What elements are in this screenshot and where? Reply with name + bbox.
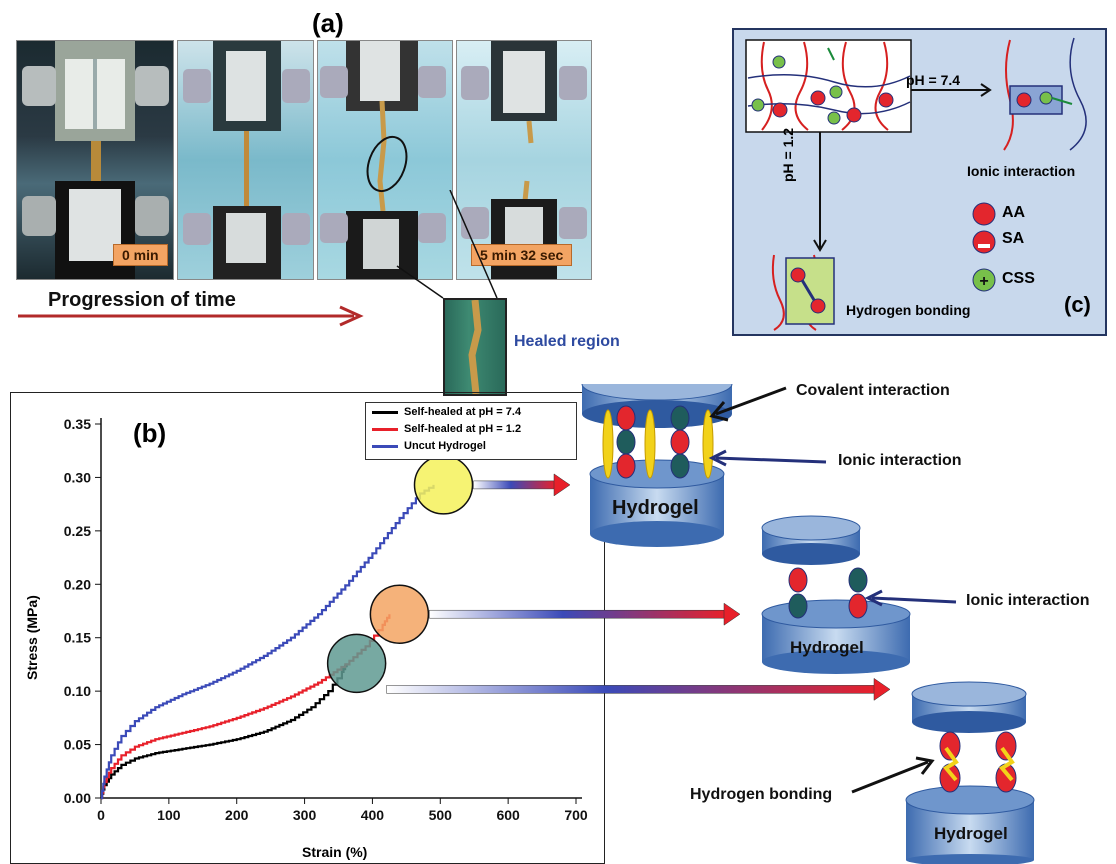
- tensile-grip-image: [183, 41, 310, 279]
- x-tick-label: 500: [429, 807, 453, 823]
- panel-c-label: (c): [1064, 292, 1091, 317]
- hydrogen-bonding-label-c: Hydrogen bonding: [846, 302, 971, 318]
- y-tick-label: 0.35: [64, 416, 91, 432]
- x-axis-label: Strain (%): [302, 844, 368, 860]
- y-tick-label: 0.25: [64, 523, 91, 539]
- x-tick-label: 100: [157, 807, 181, 823]
- photo-frame-3: [317, 40, 453, 280]
- x-tick-label: 300: [293, 807, 317, 823]
- end-time-badge: 5 min 32 sec: [471, 244, 573, 266]
- ph-7-4-label: pH = 7.4: [906, 72, 961, 88]
- endpoint-highlight-0: [326, 633, 387, 694]
- legend-swatch-black: [372, 410, 398, 414]
- legend-sa-label: SA: [1002, 230, 1025, 247]
- ph-1-2-label: pH = 1.2: [780, 127, 796, 182]
- healed-region-circle: [366, 135, 408, 193]
- ph-interaction-diagram: +: [745, 37, 1087, 331]
- chart-legend: Self-healed at pH = 7.4 Self-healed at p…: [365, 402, 577, 460]
- panel-c-box: + pH = 7.4 pH = 1.2 Ionic interaction AA…: [732, 28, 1107, 336]
- covalent-linkers: [602, 409, 714, 479]
- hydrogel-label-bottom: Hydrogel: [934, 824, 1008, 843]
- x-tick-label: 200: [225, 807, 249, 823]
- x-tick-label: 700: [564, 807, 588, 823]
- legend-css-label: CSS: [1002, 270, 1035, 287]
- photo-frame-4: 5 min 32 sec: [456, 40, 592, 280]
- endpoint-highlight-1: [369, 584, 430, 644]
- healed-region-inset: [443, 298, 507, 396]
- x-tick-label: 600: [496, 807, 520, 823]
- y-tick-label: 0.05: [64, 737, 91, 753]
- hydrogel-label-top: Hydrogel: [612, 497, 699, 519]
- ionic-beads-top: [616, 405, 690, 479]
- series-line-0: [101, 663, 348, 800]
- photo-frame-1: 0 min: [16, 40, 174, 280]
- svg-text:+: +: [979, 273, 988, 290]
- panel-b-label: (b): [133, 418, 167, 448]
- hydrogen-bonding-label: Hydrogen bonding: [690, 786, 833, 803]
- ionic-interaction-label-mid: Ionic interaction: [966, 592, 1090, 609]
- legend-label: Self-healed at pH = 1.2: [404, 423, 522, 435]
- y-tick-label: 0.00: [64, 790, 91, 806]
- series-line-2: [101, 484, 435, 800]
- progression-label: Progression of time: [48, 289, 236, 311]
- healed-region-label: Healed region: [514, 333, 620, 350]
- hydrogel-label-mid: Hydrogel: [790, 638, 864, 657]
- ionic-interaction-label-top: Ionic interaction: [838, 452, 962, 469]
- hydrogel-schematic: [581, 384, 1035, 864]
- tensile-grip-image: [320, 41, 446, 279]
- photo-frame-2: [177, 40, 314, 280]
- zoom-connector-lines: [396, 190, 498, 299]
- x-tick-label: 400: [361, 807, 385, 823]
- pointer-arrow-1: [429, 602, 741, 626]
- pointer-arrow-0: [473, 473, 571, 497]
- legend-aa-label: AA: [1002, 204, 1026, 221]
- y-axis-label: Stress (MPa): [24, 595, 40, 680]
- legend-label: Self-healed at pH = 7.4: [404, 406, 522, 418]
- start-time-badge: 0 min: [113, 244, 168, 266]
- legend-swatch-red: [372, 427, 398, 431]
- y-tick-label: 0.15: [64, 630, 91, 646]
- endpoint-highlight-2: [413, 455, 474, 515]
- ionic-interaction-label: Ionic interaction: [967, 163, 1076, 179]
- x-tick-label: 0: [97, 807, 105, 823]
- progression-arrow: [18, 305, 364, 327]
- panel-a-label: (a): [312, 8, 344, 38]
- y-tick-label: 0.10: [64, 683, 91, 699]
- legend-label: Uncut Hydrogel: [404, 440, 486, 452]
- y-tick-label: 0.20: [64, 576, 91, 592]
- stress-strain-chart: 0 100 200 300 400 500 600 700 0.00 0.05 0.10 0.15 0.…: [64, 416, 891, 823]
- covalent-interaction-label: Covalent interaction: [796, 382, 950, 399]
- legend-swatch-blue: [372, 444, 398, 448]
- y-tick-label: 0.30: [64, 469, 91, 485]
- pointer-arrow-2: [386, 677, 891, 701]
